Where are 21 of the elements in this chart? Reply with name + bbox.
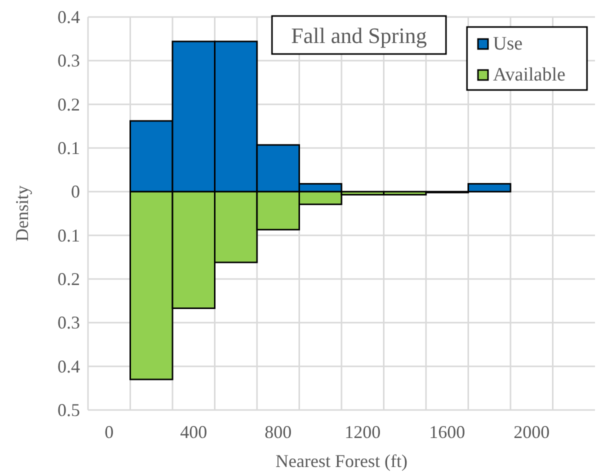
x-tick-label: 0 [104,422,114,442]
y-tick-label: 0.1 [58,225,80,246]
y-tick-label: 0.4 [58,7,80,27]
y-tick-label: 0.3 [58,50,80,71]
x-axis-title: Nearest Forest (ft) [276,451,408,471]
x-tick-label: 1600 [429,422,466,442]
y-axis-title: Density [12,186,32,242]
chart-title: Fall and Spring [291,23,427,48]
y-tick-label: 0.4 [58,356,80,376]
legend-label: Use [493,34,523,54]
x-tick-label: 400 [180,422,208,442]
y-tick-label: 0.3 [58,312,80,333]
x-tick-label: 1200 [344,422,381,442]
x-tick-label: 2000 [514,422,550,442]
legend-label: Available [493,64,566,86]
y-tick-label: 0.2 [58,269,80,289]
y-tick-label: 0.5 [58,400,80,420]
y-tick-label: 0.1 [58,138,80,158]
y-tick-label: 0.2 [58,94,80,114]
x-tick-label: 800 [264,422,292,442]
y-tick-label: 0 [71,182,80,202]
